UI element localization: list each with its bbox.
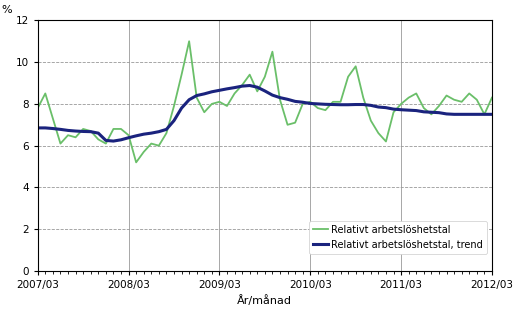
Relativt arbetslöshetstal	[209, 102, 215, 106]
Relativt arbetslöshetstal, trend	[322, 102, 329, 106]
Relativt arbetslöshetstal, trend	[148, 131, 154, 135]
Relativt arbetslöshetstal	[126, 133, 132, 137]
Relativt arbetslöshetstal	[186, 39, 192, 43]
Relativt arbetslöshetstal	[148, 142, 154, 145]
Relativt arbetslöshetstal, trend	[133, 134, 139, 138]
Relativt arbetslöshetstal	[322, 108, 329, 112]
Relativt arbetslöshetstal, trend	[443, 112, 449, 116]
Relativt arbetslöshetstal, trend	[111, 139, 117, 143]
Text: %: %	[2, 5, 12, 15]
Relativt arbetslöshetstal, trend	[35, 126, 41, 130]
Legend: Relativt arbetslöshetstal, Relativt arbetslöshetstal, trend: Relativt arbetslöshetstal, Relativt arbe…	[309, 221, 487, 254]
Relativt arbetslöshetstal	[443, 94, 449, 97]
Relativt arbetslöshetstal	[292, 121, 298, 124]
Relativt arbetslöshetstal	[489, 96, 495, 100]
Relativt arbetslöshetstal	[133, 160, 139, 164]
Line: Relativt arbetslöshetstal: Relativt arbetslöshetstal	[38, 41, 492, 162]
X-axis label: År/månad: År/månad	[237, 295, 292, 306]
Relativt arbetslöshetstal, trend	[292, 100, 298, 103]
Line: Relativt arbetslöshetstal, trend: Relativt arbetslöshetstal, trend	[38, 85, 492, 141]
Relativt arbetslöshetstal, trend	[247, 84, 253, 87]
Relativt arbetslöshetstal, trend	[201, 92, 208, 96]
Relativt arbetslöshetstal	[35, 106, 41, 110]
Relativt arbetslöshetstal, trend	[489, 112, 495, 116]
